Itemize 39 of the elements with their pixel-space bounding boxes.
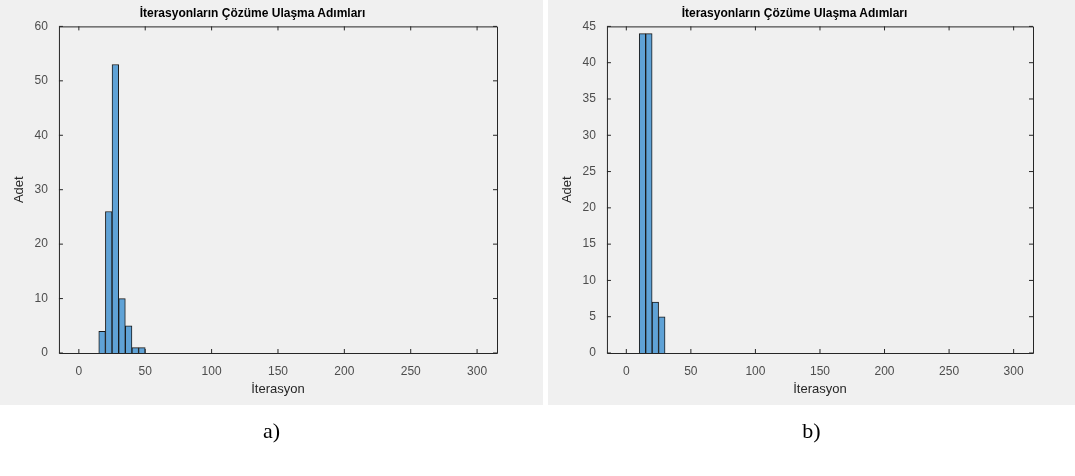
- y-tick-label: 60: [34, 18, 49, 33]
- chart-title: İterasyonların Çözüme Ulaşma Adımları: [139, 4, 366, 20]
- x-tick-label: 0: [622, 363, 630, 378]
- x-tick-label: 300: [467, 363, 488, 378]
- y-tick-label: 15: [582, 236, 597, 251]
- y-tick-label: 50: [34, 73, 49, 88]
- y-tick-label: 10: [34, 290, 49, 305]
- y-tick-label: 40: [34, 127, 49, 142]
- x-tick-label: 250: [400, 363, 422, 378]
- y-tick-label: 20: [582, 200, 597, 215]
- text: a): [261, 418, 282, 444]
- x-tick-label: 0: [75, 363, 83, 378]
- x-tick-label: 200: [334, 363, 355, 378]
- y-tick-label: 30: [34, 182, 49, 197]
- y-tick-label: 5: [589, 309, 597, 324]
- y-tick-label: 10: [582, 272, 597, 287]
- y-axis-title: Adet: [11, 175, 27, 204]
- y-tick-label: 20: [34, 236, 49, 251]
- x-tick-label: 100: [201, 363, 222, 378]
- y-tick-label: 40: [582, 55, 597, 69]
- x-tick-label: 150: [267, 363, 289, 378]
- y-axis-title: Adet: [559, 175, 575, 204]
- x-axis-title: İterasyon: [793, 380, 847, 396]
- y-tick-label: 45: [582, 18, 597, 33]
- x-tick-label: 300: [1003, 363, 1024, 378]
- x-tick-label: 150: [809, 363, 831, 378]
- y-tick-label: 0: [41, 345, 49, 360]
- x-tick-label: 250: [939, 363, 960, 378]
- x-tick-label: 100: [745, 363, 766, 378]
- y-tick-label: 35: [582, 91, 597, 106]
- x-tick-label: 50: [138, 363, 153, 378]
- text: b): [801, 418, 822, 444]
- x-axis-title: İterasyon: [251, 380, 305, 396]
- chart-title: İterasyonların Çözüme Ulaşma Adımları: [681, 4, 908, 20]
- y-tick-label: 25: [582, 163, 597, 178]
- x-tick-label: 200: [874, 363, 895, 378]
- x-tick-label: 50: [684, 363, 698, 378]
- y-tick-label: 0: [589, 345, 597, 360]
- y-tick-label: 30: [582, 127, 597, 142]
